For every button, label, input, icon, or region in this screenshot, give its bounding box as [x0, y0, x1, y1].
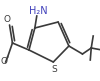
Text: H₂N: H₂N — [29, 6, 48, 16]
Text: S: S — [51, 64, 57, 73]
Text: O: O — [0, 57, 7, 66]
Text: O: O — [3, 15, 10, 24]
